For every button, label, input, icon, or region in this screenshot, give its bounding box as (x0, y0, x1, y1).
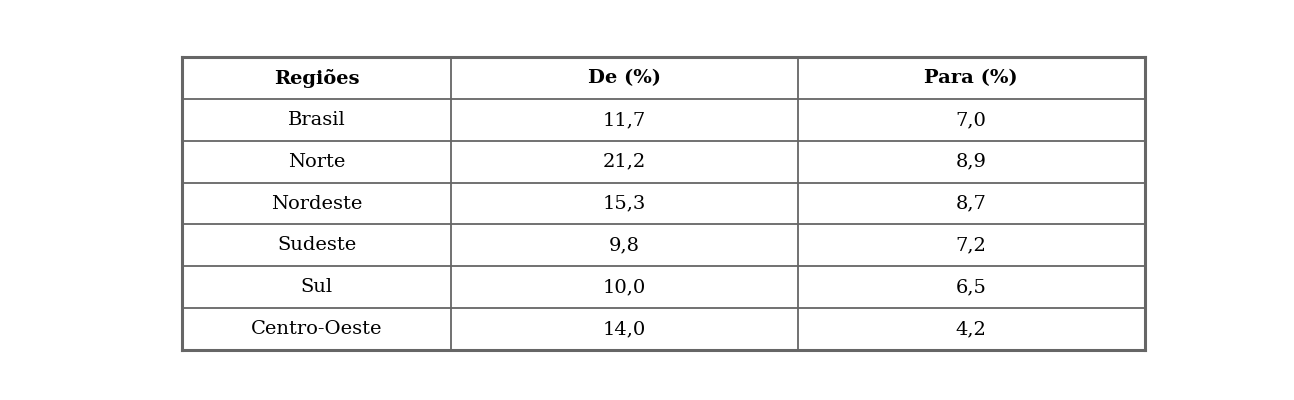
Text: 6,5: 6,5 (956, 278, 987, 296)
Text: Norte: Norte (287, 153, 345, 171)
Text: Nordeste: Nordeste (270, 194, 362, 212)
Text: Regiões: Regiões (274, 69, 360, 88)
Text: Para (%): Para (%) (924, 69, 1018, 87)
Text: 8,7: 8,7 (956, 194, 987, 212)
Text: 9,8: 9,8 (609, 236, 641, 254)
Text: 21,2: 21,2 (603, 153, 646, 171)
Text: 8,9: 8,9 (956, 153, 987, 171)
Text: De (%): De (%) (589, 69, 661, 87)
Text: Centro-Oeste: Centro-Oeste (251, 320, 382, 338)
Text: Brasil: Brasil (287, 111, 345, 129)
Text: 7,2: 7,2 (956, 236, 987, 254)
Text: 15,3: 15,3 (603, 194, 647, 212)
Text: Sul: Sul (300, 278, 333, 296)
Text: 4,2: 4,2 (956, 320, 987, 338)
Text: 10,0: 10,0 (603, 278, 646, 296)
Text: 14,0: 14,0 (603, 320, 646, 338)
Text: 7,0: 7,0 (956, 111, 987, 129)
Text: 11,7: 11,7 (603, 111, 646, 129)
Text: Sudeste: Sudeste (277, 236, 356, 254)
